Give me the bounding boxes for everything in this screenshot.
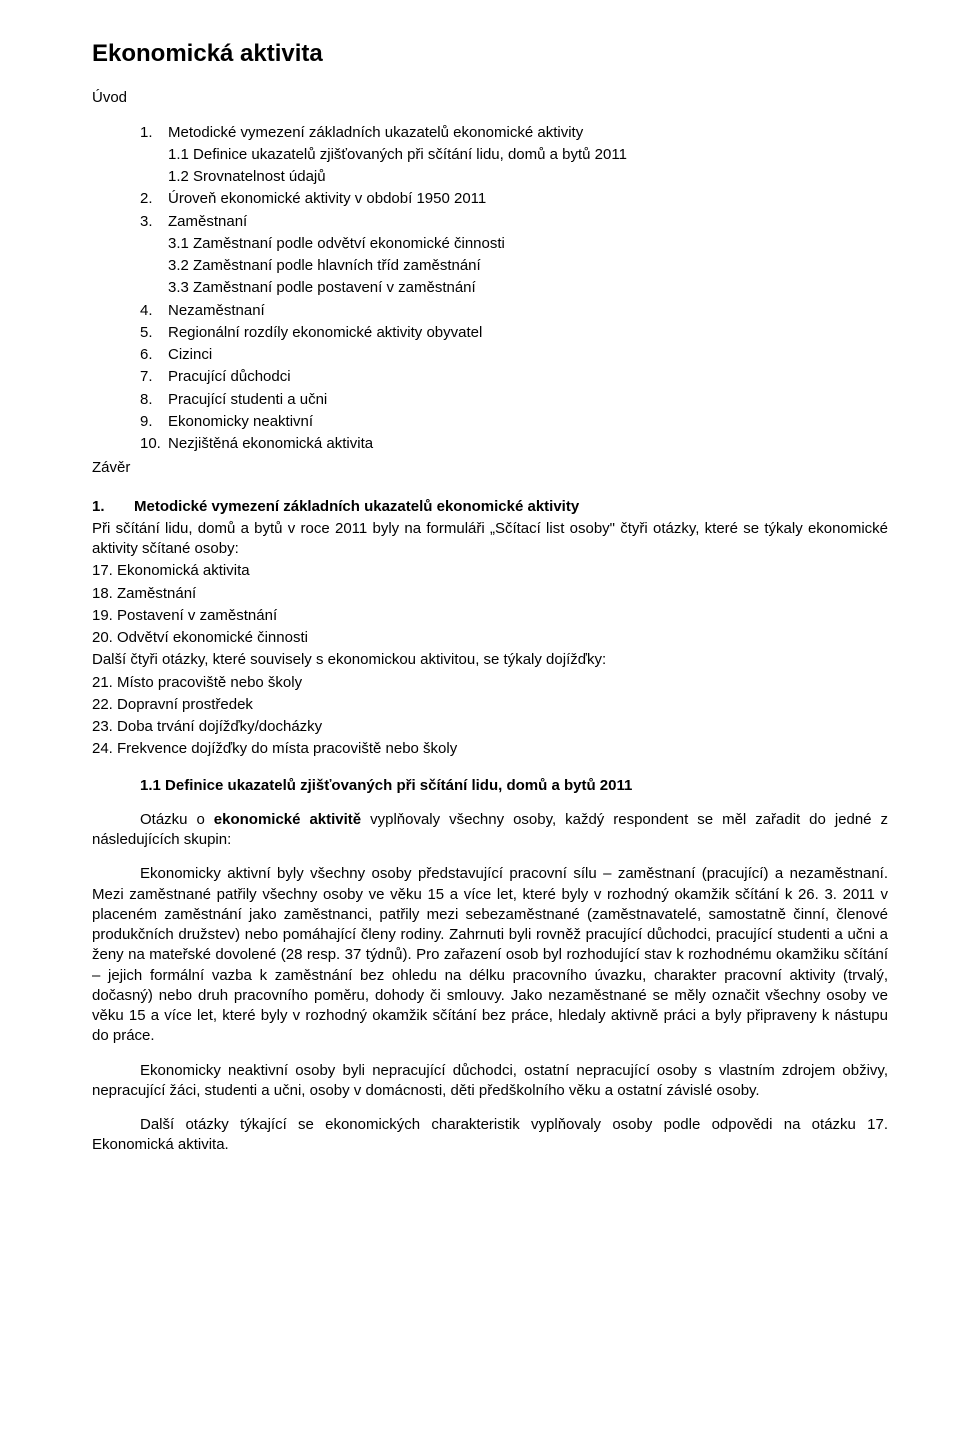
section-1-lead: Při sčítání lidu, domů a bytů v roce 201… bbox=[92, 519, 888, 560]
list-item: 24. Frekvence dojížďky do místa pracoviš… bbox=[92, 739, 888, 759]
toc-text: 1.1 Definice ukazatelů zjišťovaných při … bbox=[168, 145, 627, 165]
toc-number: 8. bbox=[140, 390, 168, 410]
table-of-contents: 1.Metodické vymezení základních ukazatel… bbox=[92, 123, 888, 455]
p1-part-b-bold: ekonomické aktivitě bbox=[214, 811, 361, 828]
list-item: 19. Postavení v zaměstnání bbox=[92, 606, 888, 626]
list-item: 21. Místo pracoviště nebo školy bbox=[92, 673, 888, 693]
list-item: 18. Zaměstnání bbox=[92, 584, 888, 604]
toc-text: Regionální rozdíly ekonomické aktivity o… bbox=[168, 323, 482, 343]
toc-number: 1. bbox=[140, 123, 168, 143]
toc-row: 1.1 Definice ukazatelů zjišťovaných při … bbox=[140, 145, 888, 165]
list-item: 23. Doba trvání dojížďky/docházky bbox=[92, 717, 888, 737]
toc-text: Metodické vymezení základních ukazatelů … bbox=[168, 123, 583, 143]
toc-row: 6.Cizinci bbox=[140, 345, 888, 365]
toc-number: 6. bbox=[140, 345, 168, 365]
toc-text: Ekonomicky neaktivní bbox=[168, 412, 313, 432]
toc-number: 5. bbox=[140, 323, 168, 343]
toc-text: Nezjištěná ekonomická aktivita bbox=[168, 434, 373, 454]
toc-row: 8.Pracující studenti a učni bbox=[140, 390, 888, 410]
toc-row: 3.3 Zaměstnaní podle postavení v zaměstn… bbox=[140, 278, 888, 298]
toc-text: Pracující studenti a učni bbox=[168, 390, 327, 410]
toc-row: 1.Metodické vymezení základních ukazatel… bbox=[140, 123, 888, 143]
toc-row: 4.Nezaměstnaní bbox=[140, 301, 888, 321]
toc-text: Pracující důchodci bbox=[168, 367, 291, 387]
section-1-list-2: 21. Místo pracoviště nebo školy22. Dopra… bbox=[92, 673, 888, 760]
toc-number: 10. bbox=[140, 434, 168, 454]
p1-part-a: Otázku o bbox=[140, 811, 214, 828]
list-item: 22. Dopravní prostředek bbox=[92, 695, 888, 715]
intro-label: Úvod bbox=[92, 88, 888, 108]
toc-number: 3. bbox=[140, 212, 168, 232]
list-item: 20. Odvětví ekonomické činnosti bbox=[92, 628, 888, 648]
toc-row: 2.Úroveň ekonomické aktivity v období 19… bbox=[140, 189, 888, 209]
section-1-title: Metodické vymezení základních ukazatelů … bbox=[134, 498, 579, 515]
toc-row: 5.Regionální rozdíly ekonomické aktivity… bbox=[140, 323, 888, 343]
section-1-mid: Další čtyři otázky, které souvisely s ek… bbox=[92, 650, 888, 670]
list-item: 17. Ekonomická aktivita bbox=[92, 561, 888, 581]
page-title: Ekonomická aktivita bbox=[92, 38, 888, 70]
subsection-1-1-heading: 1.1 Definice ukazatelů zjišťovaných při … bbox=[92, 776, 888, 796]
toc-number: 4. bbox=[140, 301, 168, 321]
toc-row: 3.1 Zaměstnaní podle odvětví ekonomické … bbox=[140, 234, 888, 254]
toc-row: 3.2 Zaměstnaní podle hlavních tříd zaměs… bbox=[140, 256, 888, 276]
toc-text: 3.2 Zaměstnaní podle hlavních tříd zaměs… bbox=[168, 256, 481, 276]
toc-text: 3.1 Zaměstnaní podle odvětví ekonomické … bbox=[168, 234, 505, 254]
toc-text: Nezaměstnaní bbox=[168, 301, 265, 321]
toc-text: 3.3 Zaměstnaní podle postavení v zaměstn… bbox=[168, 278, 476, 298]
subsection-1-1-p4: Další otázky týkající se ekonomických ch… bbox=[92, 1115, 888, 1156]
toc-row: 9.Ekonomicky neaktivní bbox=[140, 412, 888, 432]
toc-text: Úroveň ekonomické aktivity v období 1950… bbox=[168, 189, 486, 209]
subsection-1-1-p2: Ekonomicky aktivní byly všechny osoby př… bbox=[92, 864, 888, 1046]
toc-row: 7.Pracující důchodci bbox=[140, 367, 888, 387]
toc-number: 9. bbox=[140, 412, 168, 432]
section-1-heading: 1.Metodické vymezení základních ukazatel… bbox=[92, 497, 888, 517]
subsection-1-1-p1: Otázku o ekonomické aktivitě vyplňovaly … bbox=[92, 810, 888, 851]
conclusion-label: Závěr bbox=[92, 458, 888, 478]
toc-number: 7. bbox=[140, 367, 168, 387]
toc-row: 10.Nezjištěná ekonomická aktivita bbox=[140, 434, 888, 454]
toc-row: 3.Zaměstnaní bbox=[140, 212, 888, 232]
subsection-1-1-p3: Ekonomicky neaktivní osoby byli nepracuj… bbox=[92, 1061, 888, 1102]
toc-text: Zaměstnaní bbox=[168, 212, 247, 232]
section-1-number: 1. bbox=[92, 497, 134, 517]
toc-text: Cizinci bbox=[168, 345, 212, 365]
toc-number: 2. bbox=[140, 189, 168, 209]
toc-text: 1.2 Srovnatelnost údajů bbox=[168, 167, 326, 187]
toc-row: 1.2 Srovnatelnost údajů bbox=[140, 167, 888, 187]
section-1-list-1: 17. Ekonomická aktivita 18. Zaměstnání19.… bbox=[92, 561, 888, 648]
